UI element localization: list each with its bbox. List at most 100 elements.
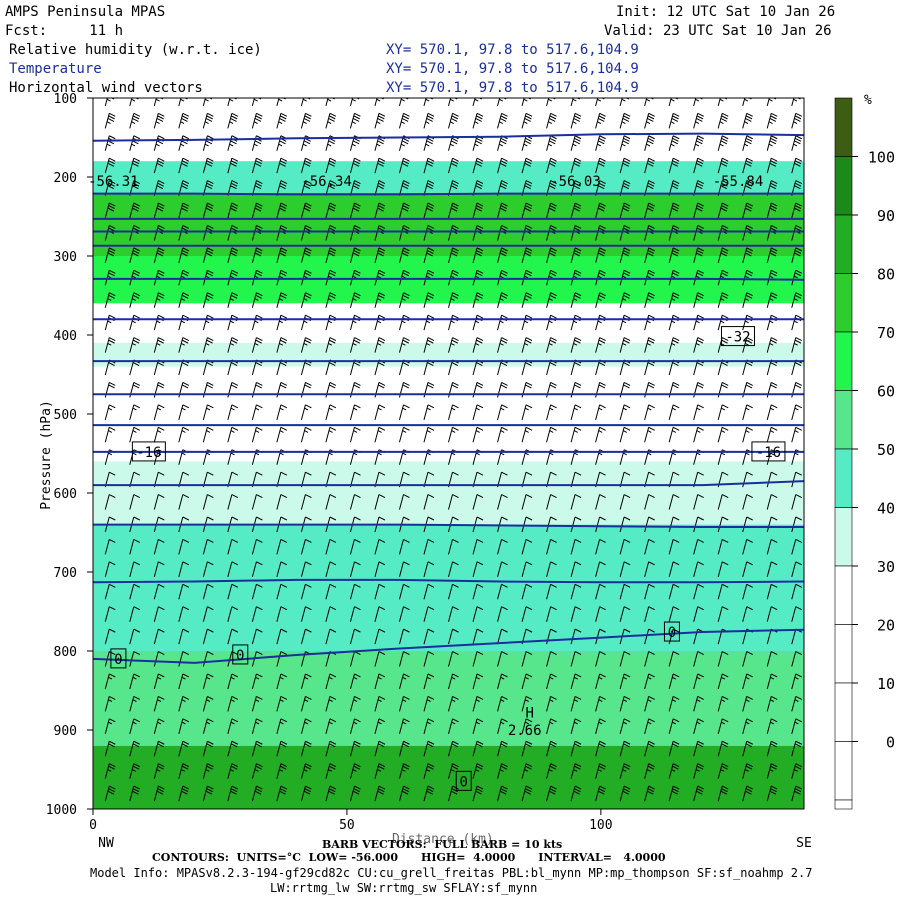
wind-barb — [276, 292, 288, 308]
isotherm-label: 0 — [236, 648, 244, 664]
wind-barb — [791, 292, 802, 308]
wind-barb — [276, 628, 288, 645]
wind-barb — [227, 695, 239, 712]
wind-barb — [546, 740, 557, 757]
wind-barb — [521, 606, 533, 622]
wind-barb — [398, 202, 410, 219]
rh-band-4 — [93, 303, 804, 343]
wind-barb — [153, 628, 165, 645]
wind-barb — [423, 673, 435, 690]
wind-barb — [791, 471, 802, 488]
wind-barb — [595, 135, 606, 151]
wind-barb — [766, 135, 778, 151]
wind-barb — [668, 292, 680, 308]
wind-barb — [766, 561, 778, 577]
wind-barb — [398, 718, 410, 734]
wind-barb — [178, 740, 190, 757]
y-tick-label: 700 — [54, 566, 77, 581]
wind-barb — [644, 740, 655, 757]
wind-barb — [595, 516, 606, 533]
wind-barb — [300, 785, 312, 802]
wind-barb — [546, 628, 557, 645]
wind-barb — [349, 763, 361, 779]
wind-barb — [325, 718, 337, 734]
wind-barb — [153, 269, 165, 286]
wind-barb — [374, 763, 386, 779]
wind-barb — [595, 628, 606, 645]
wind-barb — [398, 561, 410, 577]
wind-barb — [791, 269, 802, 286]
wind-barb — [570, 404, 582, 420]
wind-barb — [546, 112, 557, 129]
wind-barb — [766, 494, 778, 510]
wind-barb — [766, 426, 778, 443]
wind-barb — [325, 292, 337, 308]
wind-barb — [546, 269, 557, 286]
wind-barb — [497, 538, 508, 555]
colorbar-tick-label: 30 — [877, 558, 895, 576]
wind-barb — [693, 561, 704, 577]
wind-barb — [644, 112, 655, 129]
wind-barb — [202, 695, 214, 712]
wind-barb — [227, 292, 239, 308]
wind-barb — [129, 202, 140, 219]
wind-barb — [717, 740, 729, 757]
wind-barb — [423, 269, 435, 286]
wind-barb — [349, 718, 361, 734]
y-axis: 100 200 300 400 500 600 700 800 900 1000 — [46, 92, 93, 818]
wind-barb — [766, 583, 778, 600]
wind-barb — [325, 561, 337, 577]
wind-barb — [374, 740, 386, 757]
wind-barb — [791, 785, 802, 802]
colorbar-tick-label: 40 — [877, 500, 895, 518]
wind-barb — [742, 651, 753, 667]
wind-barb — [202, 337, 214, 353]
wind-barb — [129, 561, 140, 577]
wind-barb — [668, 583, 680, 600]
wind-barb — [202, 292, 214, 308]
wind-barb — [178, 202, 190, 219]
wind-barb — [374, 651, 386, 667]
wind-barb — [227, 606, 239, 622]
wind-barb — [668, 673, 680, 690]
wind-barb — [325, 538, 337, 555]
wind-barb — [644, 404, 655, 420]
wind-barb — [668, 763, 680, 779]
wind-barb — [791, 606, 802, 622]
wind-barb — [374, 337, 386, 353]
isotherm-label: -56.31 — [88, 174, 139, 190]
wind-barb — [644, 426, 655, 443]
init-time: Init: 12 UTC Sat 10 Jan 26 — [616, 4, 836, 20]
field-wind-label: Horizontal wind vectors — [9, 80, 203, 96]
wind-barb — [129, 314, 140, 331]
wind-barb — [423, 180, 435, 196]
wind-barb — [251, 494, 263, 510]
wind-barb — [374, 292, 386, 308]
wind-barb — [619, 583, 631, 600]
wind-barb — [276, 673, 288, 690]
wind-barb — [300, 180, 312, 196]
x-tick-label: 0 — [89, 818, 97, 833]
wind-barb — [423, 628, 435, 645]
y-tick-label: 600 — [54, 487, 77, 502]
x-tick-label: 50 — [339, 818, 355, 833]
wind-barb — [595, 157, 606, 174]
wind-barb — [202, 763, 214, 779]
wind-barb — [251, 112, 263, 129]
wind-barb — [448, 112, 459, 129]
wind-barb — [521, 583, 533, 600]
wind-barb — [251, 695, 263, 712]
wind-barb — [227, 763, 239, 779]
wind-barb — [717, 494, 729, 510]
wind-barb — [374, 673, 386, 690]
wind-barb — [521, 763, 533, 779]
wind-barb — [202, 247, 214, 264]
wind-barb — [497, 337, 508, 353]
wind-barb — [300, 628, 312, 645]
wind-barb — [595, 404, 606, 420]
wind-barb — [570, 135, 582, 151]
wind-barb — [374, 269, 386, 286]
wind-barb — [521, 538, 533, 555]
wind-barb — [619, 494, 631, 510]
wind-barb — [791, 426, 802, 443]
